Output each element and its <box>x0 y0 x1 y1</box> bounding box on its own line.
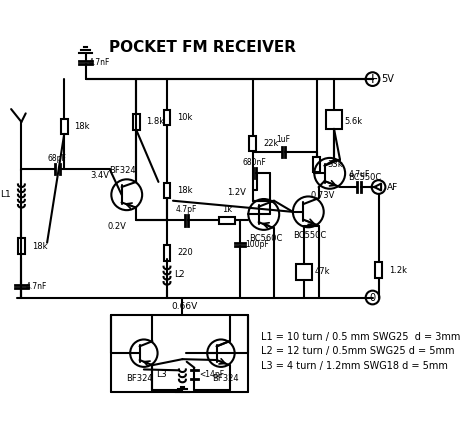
Bar <box>164 110 171 125</box>
Text: 18k: 18k <box>32 242 47 251</box>
Text: BF324: BF324 <box>212 374 238 384</box>
Text: L1: L1 <box>0 190 11 199</box>
Text: POCKET FM RECEIVER: POCKET FM RECEIVER <box>109 40 296 55</box>
Text: 680nF: 680nF <box>243 158 266 167</box>
Bar <box>249 136 256 151</box>
Text: <14pF: <14pF <box>200 370 225 379</box>
Text: 0.66V: 0.66V <box>171 302 197 311</box>
Text: 1.2V: 1.2V <box>227 188 246 197</box>
Text: 220: 220 <box>177 248 193 257</box>
Text: 1uF: 1uF <box>276 135 291 144</box>
Bar <box>296 264 312 280</box>
Text: 0.73V: 0.73V <box>310 191 335 200</box>
Text: BC550C: BC550C <box>348 173 382 182</box>
Text: L2: L2 <box>174 270 184 279</box>
Text: 1k: 1k <box>222 206 232 215</box>
Text: 100pF: 100pF <box>245 240 269 249</box>
Text: 4.7nF: 4.7nF <box>88 58 109 67</box>
Text: 3.4V: 3.4V <box>90 171 109 180</box>
Text: L2 = 12 turn / 0.5mm SWG25 d = 5mm: L2 = 12 turn / 0.5mm SWG25 d = 5mm <box>261 347 455 356</box>
Text: BF324: BF324 <box>126 374 153 384</box>
Text: 18k: 18k <box>74 122 90 131</box>
Text: 5V: 5V <box>381 74 394 84</box>
Bar <box>133 114 140 130</box>
Text: L3: L3 <box>156 370 167 379</box>
Text: BC560C: BC560C <box>249 234 282 243</box>
Text: L3 = 4 turn / 1.2mm SWG18 d = 5mm: L3 = 4 turn / 1.2mm SWG18 d = 5mm <box>261 361 448 371</box>
Text: 4.7pF: 4.7pF <box>176 205 197 214</box>
Text: 18k: 18k <box>177 186 193 195</box>
Bar <box>18 239 25 254</box>
Text: 33k: 33k <box>327 160 343 169</box>
Text: 5.6k: 5.6k <box>344 116 363 126</box>
Text: BC550C: BC550C <box>293 231 327 240</box>
Bar <box>164 245 171 260</box>
Bar <box>375 262 382 278</box>
Text: 0.2V: 0.2V <box>108 222 127 231</box>
Text: BF324: BF324 <box>109 166 136 175</box>
Bar <box>219 217 235 224</box>
Text: 4.7nF: 4.7nF <box>26 282 47 291</box>
Bar <box>61 119 68 134</box>
Text: 1.8k: 1.8k <box>146 117 164 127</box>
Text: 4.7uF: 4.7uF <box>348 170 370 179</box>
Text: 47k: 47k <box>314 267 330 277</box>
Bar <box>313 157 320 173</box>
Text: 22k: 22k <box>263 139 278 148</box>
Bar <box>164 183 171 198</box>
Text: 68pF: 68pF <box>48 154 67 163</box>
Text: 10k: 10k <box>177 113 192 122</box>
Text: +: + <box>367 72 378 86</box>
Text: L1 = 10 turn / 0.5 mm SWG25  d = 3mm: L1 = 10 turn / 0.5 mm SWG25 d = 3mm <box>261 332 461 342</box>
Text: 0: 0 <box>369 293 375 302</box>
Bar <box>326 110 342 129</box>
Text: AF: AF <box>387 182 398 191</box>
Text: 1.2k: 1.2k <box>389 266 407 275</box>
